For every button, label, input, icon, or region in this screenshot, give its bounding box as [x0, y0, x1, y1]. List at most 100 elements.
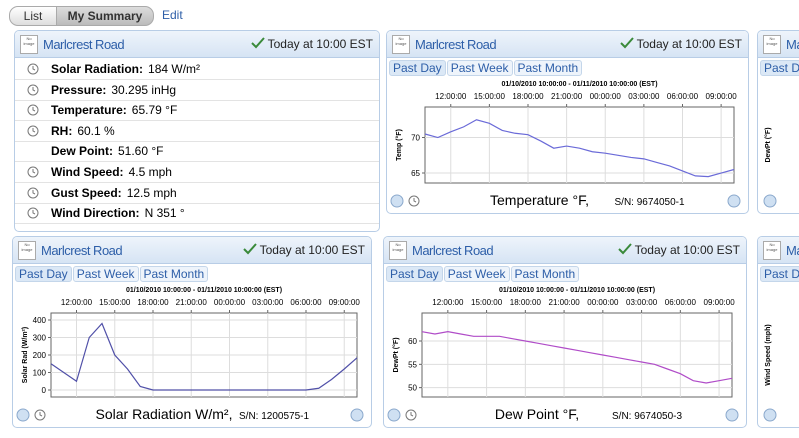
chart-title: 01/10/2010 10:00:00 - 01/11/2010 10:00:0… [499, 287, 655, 294]
check [619, 37, 634, 49]
x-tick-label: 15:00:00 [99, 298, 131, 307]
prev-button [387, 408, 401, 422]
x-tick-label: 18:00:00 [512, 92, 544, 101]
x-tick-label: 21:00:00 [549, 298, 581, 307]
x-tick-label: 00:00:00 [590, 92, 622, 101]
y-tick-label: 200 [33, 351, 47, 360]
serial-number: S/N: 1200575-1 [239, 411, 309, 422]
time-text: Today at 10:00 EST [267, 37, 373, 51]
chart-tabs: Past Day Past Week Past Month [386, 265, 580, 282]
chart-tabs: Past Day Past Week Past Month [15, 265, 209, 282]
next-button [725, 408, 739, 422]
chart-tab[interactable]: Past Week [443, 266, 510, 282]
x-tick-label: 18:00:00 [510, 298, 542, 307]
edit-link[interactable]: Edit [162, 8, 183, 22]
summary-panel: No image Marlcrest Road Today at 10:00 EST… [14, 30, 380, 232]
alarm-hands [410, 412, 414, 417]
alarm-hands [32, 107, 36, 112]
row-value: 184 W/m² [148, 62, 201, 76]
x-tick-label: 12:00:00 [432, 298, 464, 307]
alarm-hands [32, 66, 36, 71]
alarm-hands [32, 169, 36, 174]
chart-tab[interactable]: Past Month [510, 266, 580, 282]
x-tick-label: 12:00:00 [435, 92, 467, 101]
chart-tab[interactable]: Past Day [760, 60, 799, 76]
chart-tab[interactable]: Past Day [389, 60, 446, 76]
y-tick-label: 70 [411, 134, 420, 143]
panel-title[interactable]: Marlcrest Road [786, 243, 799, 258]
alarm-hands [32, 210, 36, 215]
footer-icons [387, 408, 739, 422]
nav-tab[interactable]: List [9, 6, 57, 26]
chart-tab[interactable]: Past Month [139, 266, 209, 282]
row-label: Wind Direction: [51, 206, 140, 221]
x-tick-label: 03:00:00 [628, 92, 660, 101]
chart: 01/10/2010 10:00:00 - 01/11/2010 10:00:0… [390, 81, 741, 208]
y-tick-label: 65 [411, 169, 420, 178]
row-value: N 351 ° [144, 206, 185, 221]
nav-tab[interactable]: My Summary [56, 6, 154, 26]
panel-time: Today at 10:00 EST [619, 37, 742, 51]
row-value: 30.295 inHg [111, 82, 177, 97]
x-tick-label: 06:00:00 [665, 298, 697, 307]
alarm-hands [413, 198, 417, 203]
panel-title[interactable]: Marlcrest Road [786, 37, 799, 52]
y-tick-label: 50 [408, 384, 417, 393]
panel-title[interactable]: Marlcrest Road [412, 243, 494, 258]
serial-number: S/N: 9674050-3 [612, 411, 682, 422]
summary-row: Temperature: 65.79 °F [15, 100, 379, 122]
prev-button [763, 194, 777, 208]
chart-tab[interactable]: Past Day [386, 266, 443, 282]
data-line [421, 331, 733, 384]
row-icon [27, 63, 39, 75]
panel-title[interactable]: Marlcrest Road [43, 37, 125, 52]
row-label: Wind Speed: [51, 165, 124, 179]
serial-number: S/N: 9674050-1 [615, 197, 685, 208]
chart-panel: No image Marlcrest Road Today at 10:00 EST… [383, 236, 747, 428]
check [242, 243, 257, 255]
check-icon [617, 243, 632, 255]
alarm-hands [32, 189, 36, 195]
no-image-icon: No image [392, 35, 410, 54]
panel-time: Today at 10:00 EST [617, 243, 740, 257]
summary-row: Wind Speed: 4.5 mph [15, 162, 379, 183]
chart-tab[interactable]: Past Day [760, 266, 799, 282]
prev-button [390, 194, 404, 208]
chart-caption: Dew Point °F, [495, 406, 579, 422]
chart-tab[interactable]: Past Day [15, 266, 72, 282]
chart-panel: No image Marlcrest Road Today at 10:00 EST… [12, 236, 372, 428]
chart-title: 01/10/2010 10:00:00 - 01/11/2010 10:00:0… [501, 81, 657, 88]
footer-icons [390, 194, 741, 208]
row-icon [27, 125, 39, 137]
no-image-icon: No image [763, 241, 781, 260]
prev-button [763, 408, 777, 422]
y-axis-label: DewPt (°F) [392, 337, 400, 372]
row-value: 4.5 mph [128, 165, 172, 179]
alarm-hands [32, 86, 36, 92]
x-tick-label: 09:00:00 [706, 92, 738, 101]
panel-header: No image Marlcrest Road [758, 31, 799, 58]
footer-icons [16, 408, 364, 422]
check [617, 243, 632, 255]
row-label: Gust Speed: [51, 185, 122, 200]
chart-tab[interactable]: Past Week [446, 60, 513, 76]
panel-header: No image Marlcrest Road Today at 10:00 EST [387, 31, 748, 58]
no-image-icon: No image [389, 241, 407, 260]
y-tick-label: 300 [33, 334, 47, 343]
row-label: Pressure: [51, 82, 107, 97]
check-icon [619, 37, 634, 49]
panel-time: Today at 10:00 EST [250, 37, 373, 51]
chart-tab[interactable]: Past Month [513, 60, 583, 76]
panel-title[interactable]: Marlcrest Road [415, 37, 497, 52]
row-icon [27, 84, 39, 96]
summary-row: Pressure: 30.295 inHg [15, 80, 379, 101]
panel-title[interactable]: Marlcrest Road [41, 243, 123, 258]
y-axis-label: Solar Rad (W/m²) [22, 327, 29, 383]
chart-tab[interactable]: Past Week [72, 266, 139, 282]
panel-header: No image Marlcrest Road Today at 10:00 EST [15, 31, 379, 58]
check-icon [242, 243, 257, 255]
check [250, 37, 265, 49]
summary-row: Wind Direction: N 351 ° [15, 203, 379, 225]
row-label: Solar Radiation: [51, 62, 144, 76]
